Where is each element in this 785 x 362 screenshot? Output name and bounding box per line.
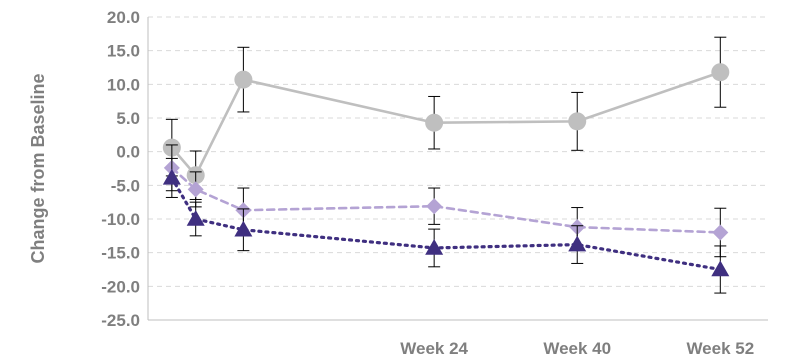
data-point [186, 210, 205, 226]
data-point [568, 112, 587, 131]
y-tick-label: -5.0 [111, 176, 140, 195]
y-tick-label: 15.0 [107, 42, 140, 61]
series [162, 36, 730, 294]
y-tick-label: -15.0 [101, 244, 140, 263]
data-point [425, 113, 444, 132]
x-tick-labels: Week 24 Week 40 Week 52 [400, 339, 754, 358]
y-tick-labels: 20.0 15.0 10.0 5.0 0.0 -5.0 -10.0 -15.0 -20.0 -25… [101, 8, 140, 330]
y-tick-label: -25.0 [101, 311, 140, 330]
data-point [711, 63, 730, 82]
x-tick-label: Week 24 [400, 339, 468, 358]
x-tick-label: Week 52 [686, 339, 754, 358]
data-point [568, 235, 587, 252]
series-3 [162, 157, 730, 294]
data-point [425, 238, 444, 255]
y-tick-label: -10.0 [101, 210, 140, 229]
y-tick-label: -20.0 [101, 277, 140, 296]
data-point [711, 260, 730, 277]
data-point [426, 198, 443, 215]
y-tick-label: 5.0 [116, 109, 140, 128]
axes [147, 17, 768, 321]
y-tick-label: 0.0 [116, 143, 140, 162]
data-point [712, 224, 729, 241]
y-tick-label: 10.0 [107, 75, 140, 94]
series-line [170, 70, 722, 177]
data-point [187, 181, 204, 198]
y-tick-label: 20.0 [107, 8, 140, 27]
gridlines [148, 16, 768, 287]
series-2 [163, 144, 729, 258]
series-line [170, 176, 722, 272]
x-tick-label: Week 40 [543, 339, 611, 358]
data-point [162, 168, 181, 185]
data-point [234, 220, 253, 237]
series-line [170, 166, 722, 234]
data-point [234, 70, 253, 89]
y-axis-label: Change from Baseline [28, 73, 48, 263]
